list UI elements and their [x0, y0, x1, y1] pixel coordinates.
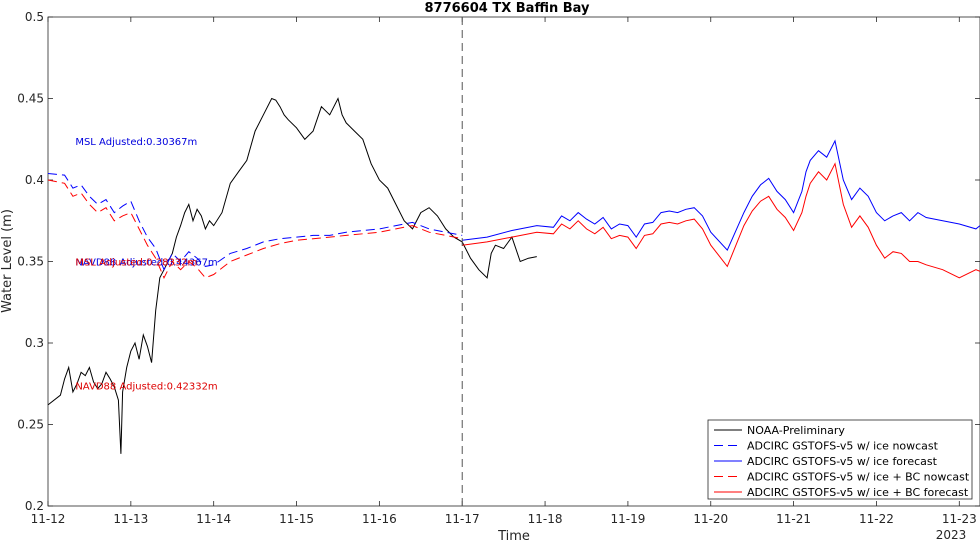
legend-box: [707, 419, 973, 500]
series-lines: [47, 97, 980, 454]
y-tick-label: 0.4: [25, 173, 44, 187]
series-line-2: [462, 139, 980, 251]
x-tick-label: 11-20: [693, 512, 728, 526]
legend-label-1: ADCIRC GSTOFS-v5 w/ ice nowcast: [747, 440, 939, 453]
x-tick-label: 11-15: [279, 512, 314, 526]
x-axis-ticks: 11-12 11-13 11-14 11-15 11-16 11-17 11-18 11-19…: [31, 17, 977, 526]
y-tick-label: 0.5: [25, 10, 44, 24]
y-tick-label: 0.35: [17, 255, 44, 269]
x-tick-label: 11-22: [859, 512, 894, 526]
legend: NOAA-Preliminary ADCIRC GSTOFS-v5 w/ ice …: [707, 419, 973, 500]
y-axis-ticks: 0.2 0.25 0.3 0.35 0.4 0.45 0.5: [17, 10, 980, 513]
series-line-4: [462, 162, 980, 279]
x-tick-label: 11-23: [942, 512, 977, 526]
series-line-3: [47, 179, 463, 279]
x-tick-label: 11-19: [610, 512, 645, 526]
x-axis-label: Time: [497, 529, 530, 541]
annotation-label-0: MSL Adjusted:0.30367m: [75, 137, 197, 148]
legend-label-4: ADCIRC GSTOFS-v5 w/ ice + BC forecast: [747, 486, 969, 499]
x-tick-label: 11-16: [362, 512, 397, 526]
y-axis-label: Water Level (m): [0, 209, 15, 313]
y-tick-label: 0.45: [17, 92, 44, 106]
annotation-label-2: MSL Adjusted:0.28332m: [75, 258, 197, 269]
x-tick-label: 11-21: [776, 512, 811, 526]
legend-label-0: NOAA-Preliminary: [747, 424, 845, 437]
series-line-0: [47, 97, 537, 454]
annotation-label-1: NAVD88 Adjusted:0.44367m: [75, 258, 217, 269]
legend-label-2: ADCIRC GSTOFS-v5 w/ ice forecast: [747, 455, 938, 468]
year-label: 2023: [936, 528, 967, 541]
y-tick-label: 0.2: [25, 499, 44, 513]
annotations: MSL Adjusted:0.30367m NAVD88 Adjusted:0.4…: [75, 137, 217, 393]
x-tick-label: 11-17: [445, 512, 480, 526]
chart-title: 8776604 TX Baffin Bay: [425, 1, 591, 16]
y-tick-label: 0.3: [25, 336, 44, 350]
legend-label-3: ADCIRC GSTOFS-v5 w/ ice + BC nowcast: [747, 471, 970, 484]
x-tick-label: 11-13: [113, 512, 148, 526]
annotation-label-3: NAVD88 Adjusted:0.42332m: [75, 381, 217, 392]
y-tick-label: 0.25: [17, 418, 44, 432]
x-tick-label: 11-12: [31, 512, 66, 526]
x-tick-label: 11-14: [196, 512, 231, 526]
series-line-1: [47, 173, 463, 271]
x-tick-label: 11-18: [528, 512, 563, 526]
